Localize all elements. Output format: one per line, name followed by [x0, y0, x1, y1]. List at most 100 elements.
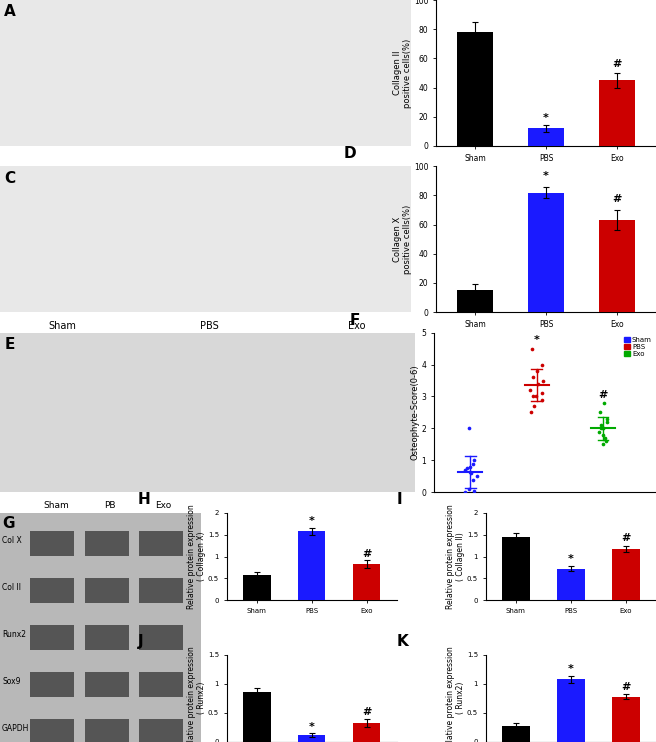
Text: I: I [397, 492, 403, 507]
Bar [599, 80, 635, 146]
Y-axis label: Osteophyte-Score(0-6): Osteophyte-Score(0-6) [411, 364, 420, 460]
Y-axis label: Relative protein expression
( Collagen II): Relative protein expression ( Collagen I… [446, 504, 465, 609]
Text: Sox9: Sox9 [2, 677, 20, 686]
Text: GAPDH: GAPDH [2, 723, 30, 733]
Text: *: * [568, 554, 574, 565]
Text: Runx2: Runx2 [2, 630, 26, 639]
Bar [30, 578, 75, 603]
Point [527, 343, 537, 355]
Text: Exo: Exo [155, 502, 171, 510]
Text: E: E [4, 338, 14, 352]
Text: D: D [344, 145, 356, 160]
Point [466, 467, 476, 479]
Bar [139, 625, 183, 650]
Bar [30, 719, 75, 742]
Bar [139, 578, 183, 603]
Point [469, 454, 480, 466]
Text: Col X: Col X [2, 536, 22, 545]
Text: Sham: Sham [49, 321, 76, 331]
Bar [502, 726, 529, 742]
Point [472, 470, 482, 482]
Text: *: * [309, 516, 315, 526]
Bar [30, 531, 75, 556]
Point [533, 378, 543, 390]
Point [600, 432, 611, 444]
Y-axis label: Collagen X
positive cells(%): Collagen X positive cells(%) [393, 205, 413, 274]
Text: *: * [534, 335, 540, 345]
Point [597, 429, 607, 441]
Point [529, 400, 539, 412]
Bar [243, 692, 270, 742]
Text: J: J [138, 634, 144, 649]
Point [532, 365, 543, 377]
Point [464, 422, 474, 434]
Point [468, 458, 478, 470]
Bar [298, 735, 325, 742]
Point [537, 375, 548, 387]
Point [598, 422, 608, 434]
Bar [457, 290, 493, 312]
Point [537, 387, 548, 399]
Legend: Sham, PBS, Exo: Sham, PBS, Exo [624, 336, 653, 358]
Point [462, 462, 472, 474]
Point [527, 390, 538, 402]
Point [599, 397, 609, 409]
Point [459, 464, 470, 476]
Bar [85, 625, 129, 650]
Point [537, 394, 547, 406]
Bar [85, 578, 129, 603]
Text: *: * [309, 722, 315, 732]
Text: C: C [4, 171, 15, 186]
Bar [457, 32, 493, 146]
Point [598, 422, 608, 434]
Bar [85, 719, 129, 742]
Bar [85, 531, 129, 556]
Y-axis label: Relative protein expression
( Runx2): Relative protein expression ( Runx2) [187, 646, 207, 742]
Bar [298, 531, 325, 600]
Point [525, 407, 536, 418]
Bar [353, 723, 380, 742]
Bar [612, 548, 640, 600]
Point [464, 483, 475, 495]
Bar [353, 565, 380, 600]
Point [525, 384, 535, 396]
Text: *: * [543, 113, 549, 122]
Text: #: # [598, 390, 607, 400]
Bar [139, 719, 183, 742]
Point [537, 358, 547, 370]
Point [602, 416, 613, 428]
Text: *: * [568, 664, 574, 674]
Bar [528, 128, 564, 146]
Bar [599, 220, 635, 312]
Text: #: # [621, 533, 630, 543]
Point [595, 407, 605, 418]
Text: G: G [2, 516, 14, 531]
Point [594, 426, 604, 438]
Bar [243, 575, 270, 600]
Point [601, 436, 611, 447]
Bar [557, 569, 584, 600]
Y-axis label: Collagen II
positive cells(%): Collagen II positive cells(%) [393, 39, 413, 108]
Text: K: K [397, 634, 409, 649]
Bar [612, 697, 640, 742]
Text: #: # [362, 707, 371, 717]
Text: A: A [4, 4, 16, 19]
Text: Col II: Col II [2, 582, 21, 592]
Bar [30, 625, 75, 650]
Point [531, 390, 541, 402]
Bar [139, 672, 183, 697]
Text: #: # [362, 548, 371, 559]
Text: H: H [138, 492, 151, 507]
Bar [139, 531, 183, 556]
Text: #: # [612, 194, 622, 204]
Bar [557, 679, 584, 742]
Y-axis label: Relative protein expression
( Collagen X): Relative protein expression ( Collagen X… [187, 504, 207, 609]
Text: *: * [543, 171, 549, 181]
Point [469, 485, 480, 496]
Point [596, 422, 607, 434]
Point [602, 413, 612, 425]
Text: Sham: Sham [43, 502, 70, 510]
Bar [502, 536, 529, 600]
Bar [85, 672, 129, 697]
Point [465, 461, 476, 473]
